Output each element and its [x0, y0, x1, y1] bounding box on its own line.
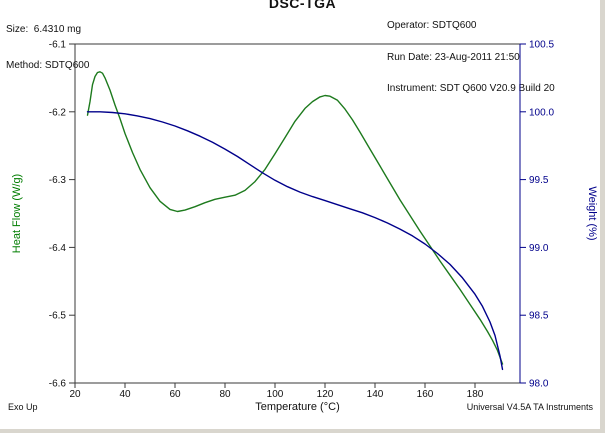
left-axis-tick-label: -6.3: [49, 175, 67, 186]
x-axis-title: Temperature (°C): [255, 401, 339, 413]
sample-info-block: Size: 6.4310 mg Method: SDTQ600: [6, 0, 89, 96]
right-axis-tick-label: 99.5: [529, 175, 549, 186]
right-axis-tick-label: 99.0: [529, 243, 549, 254]
left-axis-tick-label: -6.6: [49, 379, 67, 390]
series-heat-flow: [86, 71, 504, 365]
right-axis-tick-label: 98.0: [529, 379, 549, 390]
software-credit-label: Universal V4.5A TA Instruments: [466, 402, 593, 412]
sample-size-label: Size: 6.4310 mg: [6, 24, 82, 35]
series-weight: [86, 111, 504, 371]
right-axis-tick-label: 98.5: [529, 311, 549, 322]
x-axis-tick-label: 140: [367, 389, 384, 400]
exo-up-label: Exo Up: [8, 402, 38, 412]
run-date-label: Run Date: 23-Aug-2011 21:50: [387, 51, 520, 63]
x-axis-tick-label: 20: [69, 389, 81, 400]
x-axis-tick-label: 180: [467, 389, 484, 400]
plot-frame: [74, 43, 521, 384]
left-axis-tick-label: -6.4: [49, 243, 67, 254]
left-axis-title: Heat Flow (W/g): [11, 174, 23, 253]
x-axis-tick-label: 160: [417, 389, 434, 400]
x-axis-tick-label: 80: [219, 389, 231, 400]
window-edge-right: [600, 0, 605, 433]
method-label: Method: SDTQ600: [6, 60, 90, 71]
right-axis-tick-label: 100.0: [529, 107, 554, 118]
x-axis-tick-label: 60: [169, 389, 181, 400]
left-axis-tick-label: -6.2: [49, 107, 67, 118]
x-axis-tick-label: 100: [267, 389, 284, 400]
right-axis-title: Weight (%): [586, 186, 598, 240]
left-axis-tick-label: -6.1: [49, 40, 67, 51]
x-axis-tick-label: 120: [317, 389, 334, 400]
x-axis-tick-label: 40: [119, 389, 131, 400]
left-axis-tick-label: -6.5: [49, 311, 67, 322]
instrument-label: Instrument: SDT Q600 V20.9 Build 20: [387, 83, 555, 94]
chart-title: DSC-TGA: [268, 0, 337, 11]
operator-label: Operator: SDTQ600: [387, 20, 477, 31]
run-info-block: Operator: SDTQ600 Run Date: 23-Aug-2011 …: [387, 0, 555, 116]
right-axis-tick-label: 100.5: [529, 40, 554, 51]
window-edge-bottom: [0, 429, 605, 433]
